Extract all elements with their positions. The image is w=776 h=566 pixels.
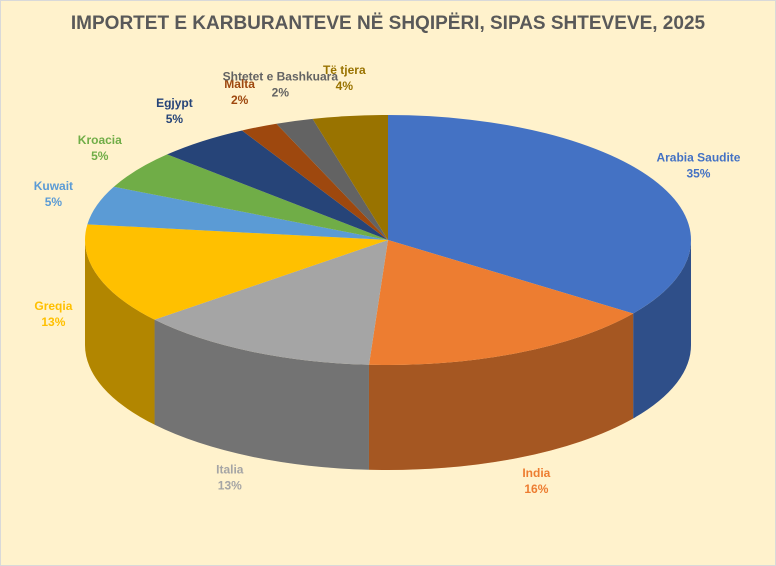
data-label-name: India [522,466,550,480]
slice-top [167,130,388,240]
slice-side-shade [85,240,155,425]
slice-top [87,186,388,240]
data-label-value: 16% [524,482,548,496]
pie-slice [388,115,691,419]
data-label-name: Kroacia [78,133,122,147]
slice-top [388,115,691,314]
slice-top [154,240,388,365]
data-label-value: 4% [336,79,354,93]
pie-slice [312,115,388,240]
slice-side-shade [368,313,634,470]
data-label-name: Arabia Saudite [656,150,740,164]
pie-slice [84,224,388,425]
data-label-name: Kuwait [34,179,73,193]
data-label-value: 35% [686,166,710,180]
data-label-value: 2% [272,86,290,100]
slice-top [368,240,634,365]
slice-side [368,313,634,470]
slice-side-shade [154,319,369,470]
slice-top [113,154,388,240]
data-label-value: 5% [166,112,184,126]
slice-side [633,240,691,419]
pie-slice [167,130,388,240]
slice-side [85,240,155,425]
pie-slice [276,118,388,240]
data-label-value: 13% [218,479,242,493]
data-label-value: 2% [231,93,249,107]
pie-slice [154,240,388,470]
data-label-name: Egjypt [156,96,193,110]
data-label-name: Malta [224,77,255,91]
pie-slice [242,123,388,240]
slice-side [154,319,369,470]
chart-title: IMPORTET E KARBURANTEVE NË SHQIPËRI, SIP… [71,13,706,34]
data-label-name: Greqia [34,299,72,313]
data-label-name: Shtetet e Bashkuara [223,70,339,84]
slice-top [84,224,388,320]
pie-slice [87,186,388,240]
data-label-value: 5% [45,195,63,209]
pie-slice [113,154,388,240]
data-label-name: Të tjera [323,63,366,77]
pie-slice [368,240,634,470]
data-label-value: 13% [41,315,65,329]
slice-side-shade [633,240,691,419]
slice-top [276,118,388,240]
slice-top [312,115,388,240]
data-label-value: 5% [91,149,109,163]
data-label-name: Italia [216,463,244,477]
slice-top [242,123,388,240]
